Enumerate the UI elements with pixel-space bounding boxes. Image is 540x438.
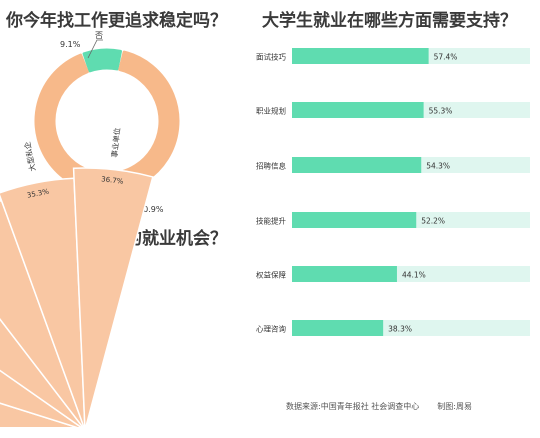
bar-value-label: 57.4% [434,53,458,62]
donut-chart-title: 你今年找工作更追求稳定吗？ [6,11,227,31]
bar-category-label: 技能提升 [256,216,286,226]
slice-label: 否 [95,31,103,40]
bar-value-label: 52.2% [421,217,445,226]
fan-category-label: 大型私企 [22,140,38,172]
bar [292,102,424,118]
bar-category-label: 职业规划 [256,106,286,116]
bar [292,266,397,282]
bar [292,212,417,228]
donut-slice [82,48,122,73]
bar [292,320,384,336]
bar-value-label: 54.3% [426,162,450,171]
slice-value: 90.9% [138,205,164,214]
bar-value-label: 38.3% [388,325,412,334]
source-note: 数据来源:中国青年报社 社会调查中心 制图:周易 [286,401,490,412]
fan-category-label: 事业单位 [109,127,122,158]
fan-sector [0,369,83,427]
slice-value: 9.1% [60,40,81,49]
leader-line [87,39,103,59]
bar-chart-title: 大学生就业在哪些方面需要支持？ [262,11,517,31]
fan-sectors [0,167,154,427]
bar-category-label: 面试技巧 [256,52,286,62]
fan-value-label: 36.7% [101,175,124,185]
bar-value-label: 55.3% [429,107,453,116]
fan-sector [72,167,154,427]
made-by: 制图:周易 [437,402,472,411]
bar-category-label: 权益保障 [256,270,286,280]
bar [292,48,429,64]
data-source: 数据来源:中国青年报社 社会调查中心 [286,402,420,411]
donut-slice [34,50,180,194]
bar [292,157,422,173]
bar-category-label: 招聘信息 [256,161,286,171]
bar-category-label: 心理咨询 [256,324,286,334]
bar-value-label: 44.1% [402,271,426,280]
